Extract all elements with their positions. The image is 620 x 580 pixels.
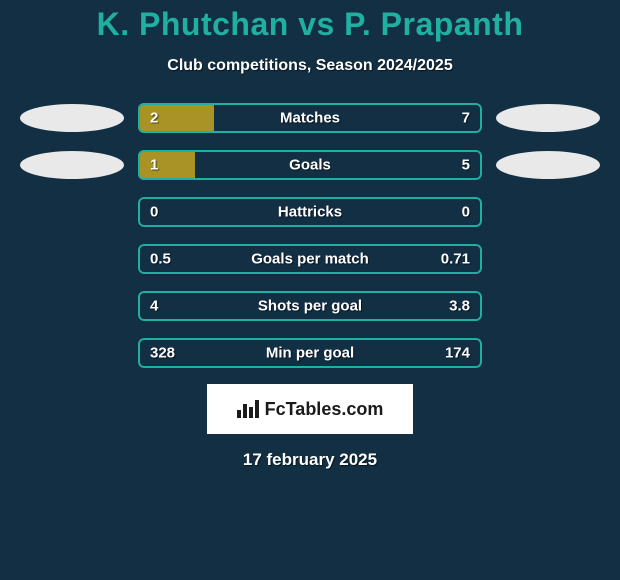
stat-bar: 4 3.8 Shots per goal xyxy=(138,291,482,321)
stat-value-right: 0.71 xyxy=(441,251,470,268)
stat-bar: 1 5 Goals xyxy=(138,150,482,180)
stat-value-right: 7 xyxy=(462,110,470,127)
stat-value-left: 4 xyxy=(150,298,158,315)
stat-row: 328 174 Min per goal xyxy=(0,338,620,368)
badge-left xyxy=(20,104,124,132)
stat-value-right: 5 xyxy=(462,157,470,174)
stat-label: Shots per goal xyxy=(258,298,362,315)
stat-label: Goals xyxy=(289,157,331,174)
badge-right xyxy=(496,292,600,320)
badge-right xyxy=(496,245,600,273)
stat-value-right: 3.8 xyxy=(449,298,470,315)
stat-value-left: 2 xyxy=(150,110,158,127)
stat-row: 0 0 Hattricks xyxy=(0,197,620,227)
stat-row: 1 5 Goals xyxy=(0,150,620,180)
badge-right xyxy=(496,198,600,226)
container: K. Phutchan vs P. Prapanth Club competit… xyxy=(0,0,620,580)
stat-value-left: 1 xyxy=(150,157,158,174)
badge-left xyxy=(20,198,124,226)
badge-right xyxy=(496,151,600,179)
stat-row: 2 7 Matches xyxy=(0,103,620,133)
stat-label: Matches xyxy=(280,110,340,127)
brand-text: FcTables.com xyxy=(265,399,384,420)
stat-value-left: 328 xyxy=(150,345,175,362)
stat-bar: 0 0 Hattricks xyxy=(138,197,482,227)
stat-bar: 2 7 Matches xyxy=(138,103,482,133)
brand-icon xyxy=(237,400,259,418)
date-text: 17 february 2025 xyxy=(0,450,620,470)
stat-value-right: 174 xyxy=(445,345,470,362)
brand-badge: FcTables.com xyxy=(207,384,413,434)
badge-left xyxy=(20,339,124,367)
stat-value-left: 0.5 xyxy=(150,251,171,268)
stat-bar: 328 174 Min per goal xyxy=(138,338,482,368)
stat-bar: 0.5 0.71 Goals per match xyxy=(138,244,482,274)
stat-label: Goals per match xyxy=(251,251,369,268)
stat-value-left: 0 xyxy=(150,204,158,221)
stat-label: Min per goal xyxy=(266,345,354,362)
stat-row: 0.5 0.71 Goals per match xyxy=(0,244,620,274)
badge-left xyxy=(20,292,124,320)
badge-left xyxy=(20,245,124,273)
subtitle: Club competitions, Season 2024/2025 xyxy=(0,57,620,75)
badge-left xyxy=(20,151,124,179)
page-title: K. Phutchan vs P. Prapanth xyxy=(0,6,620,43)
stat-row: 4 3.8 Shots per goal xyxy=(0,291,620,321)
badge-right xyxy=(496,104,600,132)
stat-label: Hattricks xyxy=(278,204,342,221)
badge-right xyxy=(496,339,600,367)
bar-fill xyxy=(138,150,195,180)
stat-rows: 2 7 Matches 1 5 Goals 0 0 Hattricks 0.5 0.71 Goals … xyxy=(0,103,620,368)
stat-value-right: 0 xyxy=(462,204,470,221)
